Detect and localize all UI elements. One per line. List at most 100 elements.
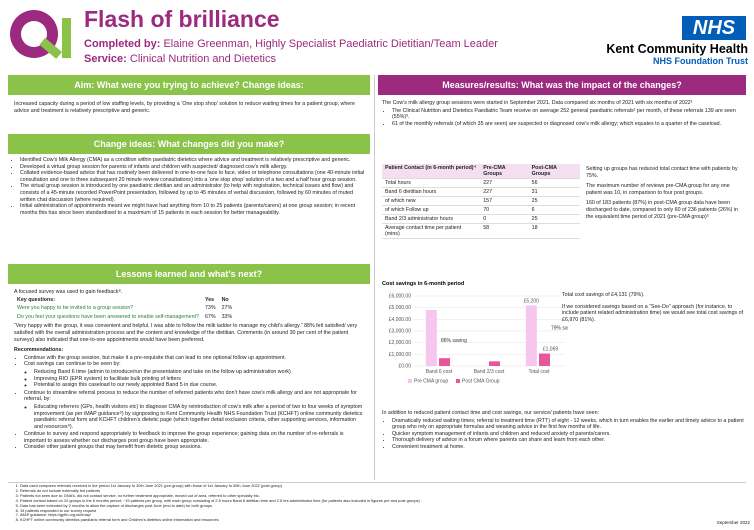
chart: Cost savings in 6-month period £0.00 £1,00… <box>382 281 568 385</box>
rec-text: Consider other patient groups that may b… <box>24 444 202 451</box>
sub-item: Educating referrers (GPs, health visitor… <box>34 404 366 430</box>
side-para: Total cost savings of £4,131 (79%). <box>562 292 645 298</box>
cell: Were you happy to be invited to a group … <box>17 305 134 312</box>
list-item: Patients not seen due to; DNA’s, did not… <box>20 493 698 499</box>
nhs-logo: NHS <box>682 16 746 40</box>
y-tick-label: £1,000.00 <box>389 352 411 358</box>
x-tick-label: Band 6 cost <box>426 369 453 375</box>
header-row: Key questions: Yes No <box>14 296 235 305</box>
changes-list: Identified Cow’s Milk Allergy (CMA) as a… <box>10 156 366 260</box>
rec-text: Continue to survey and respond appropria… <box>24 431 344 444</box>
list-item: Developed a virtual group session for pa… <box>20 164 366 171</box>
header-cell: Pre-CMA Groups <box>480 164 529 179</box>
list-item: Patient contact based on 10 groups in th… <box>20 498 698 504</box>
side-para: Setting up groups has reduced total cont… <box>586 166 738 179</box>
cell: 6 <box>528 205 580 215</box>
row: of which Follow up 70 6 <box>382 205 580 215</box>
legend-swatch <box>408 379 412 383</box>
list-item: 61 of the monthly referrals (of which 35… <box>392 121 742 128</box>
bar <box>425 310 437 366</box>
value-label: £5,200 <box>524 298 540 304</box>
outro-intro: In addition to reduced patient contact t… <box>382 410 600 416</box>
bar <box>525 305 537 366</box>
contact-table: Patient Contact (in 6-month period)⁴ Pre-… <box>382 164 580 239</box>
contact-table-wrap: Patient Contact (in 6-month period)⁴ Pre-… <box>382 164 580 268</box>
list-item: Convenient treatment at home. <box>392 444 744 451</box>
row: Do you feel your questions have been ans… <box>14 313 235 322</box>
measures-heading: Measures/results: What was the impact of… <box>378 75 746 95</box>
bar <box>489 361 500 366</box>
list-item: Thorough delivery of advice in a forum w… <box>392 437 744 444</box>
header-row: Patient Contact (in 6-month period)⁴ Pre-… <box>382 164 580 179</box>
cell: 0 <box>480 214 529 224</box>
lessons-body: A focused survey was used to gain feedba… <box>14 289 366 479</box>
cell: 25 <box>528 214 580 224</box>
annotation: 79% saving <box>551 326 568 332</box>
list: Dramatically reduced waiting times; refe… <box>382 418 744 451</box>
list-item: Referrals do not include externally fed … <box>20 488 698 494</box>
list-item: The virtual group session is introduced … <box>20 183 366 203</box>
trust: NHS Foundation Trust <box>653 56 748 66</box>
lessons-heading: Lessons learned and what’s next? <box>8 264 370 284</box>
bar <box>539 353 550 366</box>
aim-text: Increased capacity during a period of lo… <box>14 101 355 114</box>
list: The Clinical Nutrition and Dietetics Pae… <box>382 108 742 128</box>
y-tick-label: £4,000.00 <box>389 317 411 323</box>
cell: 56 <box>528 178 580 188</box>
sub-item: Potential to assign this caseload to our… <box>34 382 366 389</box>
changes-heading: Change ideas: What changes did you make? <box>8 134 370 154</box>
sub-item: Improving RIO (EPR system) to facilitate… <box>34 376 366 383</box>
side-para: 160 of 183 patients (87%) in post-CMA gr… <box>586 200 738 220</box>
divider <box>374 75 375 480</box>
logo-graphic <box>10 10 71 59</box>
row: Band 2/3 administrator hours 0 25 <box>382 214 580 224</box>
legend-label: Post CMA Group <box>462 379 500 385</box>
rec-item: Continue to survey and respond appropria… <box>24 431 366 444</box>
row: Average contact time per patient (mins) 5… <box>382 223 580 239</box>
cell: 73% <box>204 305 216 312</box>
cell: 67% <box>204 313 216 320</box>
cell: 227 <box>480 178 529 188</box>
cell: 25 <box>528 196 580 206</box>
y-tick-label: £2,000.00 <box>389 340 411 346</box>
rec-item: Continue to streamline referral process … <box>24 390 366 431</box>
row: Total hours 227 56 <box>382 178 580 188</box>
chart-side-text: Total cost savings of £4,131 (79%). If we… <box>562 292 744 372</box>
cell: 31 <box>528 187 580 197</box>
org: Kent Community Health <box>606 42 748 56</box>
sub-item: Reducing Band 6 time (admin to introduce… <box>34 369 366 376</box>
list-item: 15 patients responded to our survey requ… <box>20 508 698 514</box>
legend-swatch <box>456 379 460 383</box>
row: of which new 157 25 <box>382 196 580 206</box>
quote: “Very happy with the group, it was conve… <box>14 323 358 343</box>
side-text: Setting up groups has reduced total cont… <box>586 166 744 268</box>
cell: 227 <box>480 187 529 197</box>
list: Identified Cow’s Milk Allergy (CMA) as a… <box>10 157 366 216</box>
list-item: Initial administration of appointments m… <box>20 203 366 216</box>
aim-heading: Aim: What were you trying to achieve? Ch… <box>8 75 370 95</box>
row: Were you happy to be invited to a group … <box>14 304 235 313</box>
header-cell: No <box>221 296 229 303</box>
x-tick-label: Total cost <box>528 369 550 375</box>
value: Clinical Nutrition and Dietetics <box>129 53 276 65</box>
rec-item: Cost savings can continue to be seen by:… <box>24 361 366 388</box>
header-cell: Post-CMA Groups <box>528 164 580 179</box>
qi-logo <box>6 4 76 68</box>
legend-label: Pre CMA group <box>414 379 448 385</box>
rec-text: Continue with the group session, but mak… <box>24 354 287 361</box>
y-tick-label: £5,000.00 <box>389 305 411 311</box>
header-cell: Yes <box>204 296 215 303</box>
side-para: The maximum number of reviews pre-CMA gr… <box>586 183 730 196</box>
rec-text: Cost savings can continue to be seen by: <box>24 361 121 368</box>
y-tick-label: £6,000.00 <box>389 294 411 300</box>
cell: 27% <box>221 305 233 312</box>
sub-list: Educating referrers (GPs, health visitor… <box>24 404 366 430</box>
service: Service: Clinical Nutrition and Dietetic… <box>84 53 574 67</box>
chart-title: Cost savings in 6-month period <box>382 281 464 287</box>
footnotes: Data used compares referrals received in… <box>8 484 698 528</box>
date: September 2022 <box>716 520 750 525</box>
chart-wrap: Cost savings in 6-month period £0.00 £1,00… <box>380 280 568 396</box>
cell: Average contact time per patient (mins) <box>382 223 481 239</box>
row: Band 6 dietitian hours 227 31 <box>382 187 580 197</box>
